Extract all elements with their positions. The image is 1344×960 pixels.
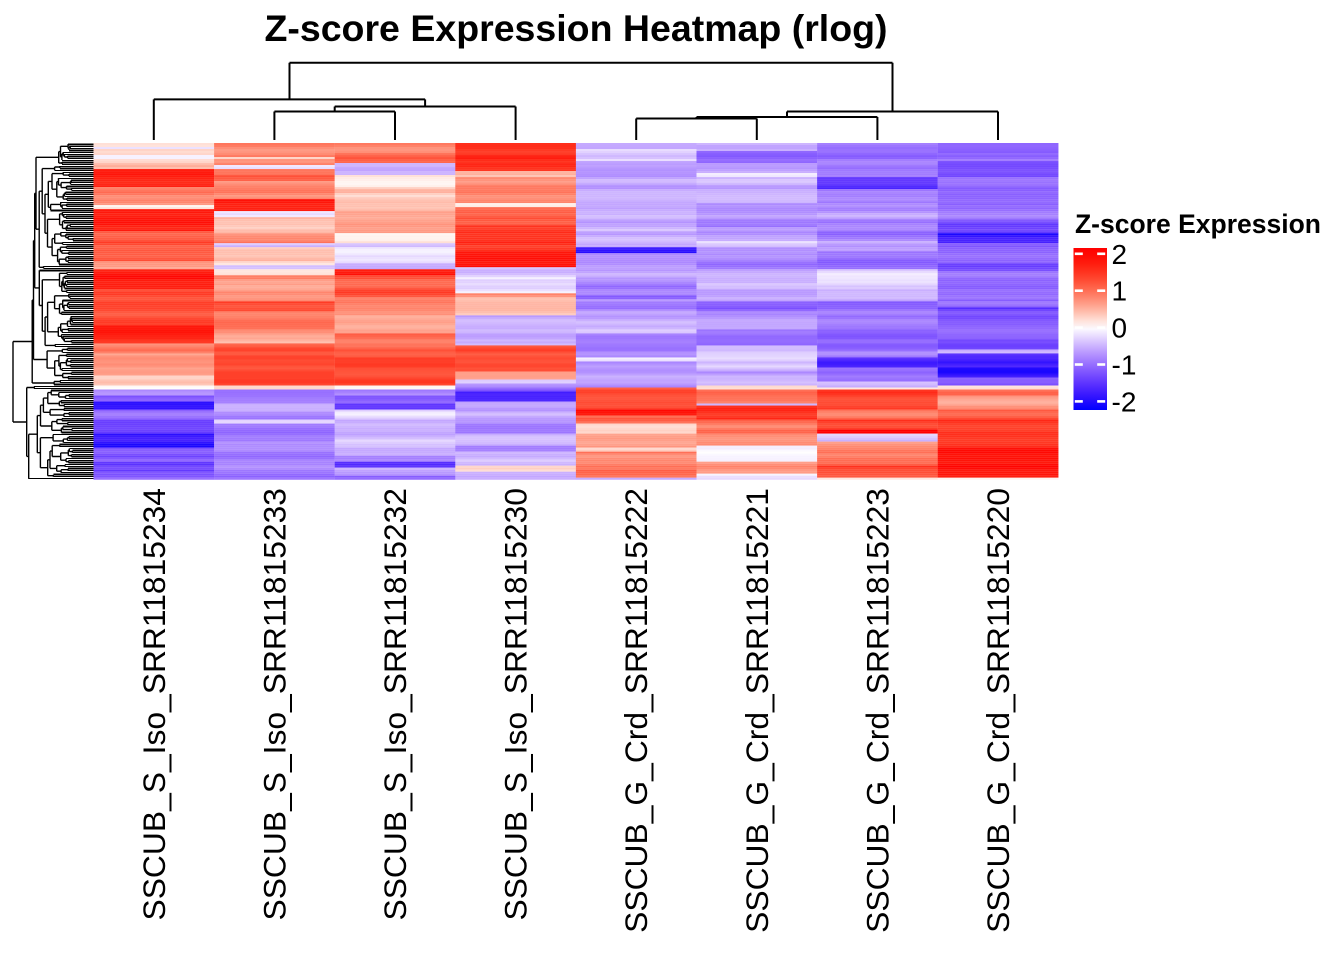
svg-text:2: 2: [1112, 239, 1128, 270]
svg-text:SSCUB_S_Iso_SRR11815232: SSCUB_S_Iso_SRR11815232: [377, 488, 413, 920]
svg-text:SSCUB_S_Iso_SRR11815233: SSCUB_S_Iso_SRR11815233: [256, 488, 292, 920]
svg-text:SSCUB_G_Crd_SRR11815220: SSCUB_G_Crd_SRR11815220: [980, 488, 1016, 933]
svg-text:SSCUB_S_Iso_SRR11815230: SSCUB_S_Iso_SRR11815230: [498, 488, 534, 920]
svg-text:-2: -2: [1112, 386, 1137, 417]
svg-text:SSCUB_G_Crd_SRR11815221: SSCUB_G_Crd_SRR11815221: [739, 488, 775, 933]
svg-text:Z-score Expression Heatmap (rl: Z-score Expression Heatmap (rlog): [264, 7, 887, 49]
svg-text:Z-score Expression: Z-score Expression: [1075, 209, 1321, 239]
svg-text:SSCUB_S_Iso_SRR11815234: SSCUB_S_Iso_SRR11815234: [136, 488, 172, 920]
svg-text:SSCUB_G_Crd_SRR11815222: SSCUB_G_Crd_SRR11815222: [618, 488, 654, 933]
svg-text:SSCUB_G_Crd_SRR11815223: SSCUB_G_Crd_SRR11815223: [859, 488, 895, 933]
svg-text:1: 1: [1112, 276, 1128, 307]
svg-text:-1: -1: [1112, 350, 1137, 381]
svg-text:0: 0: [1112, 313, 1128, 344]
